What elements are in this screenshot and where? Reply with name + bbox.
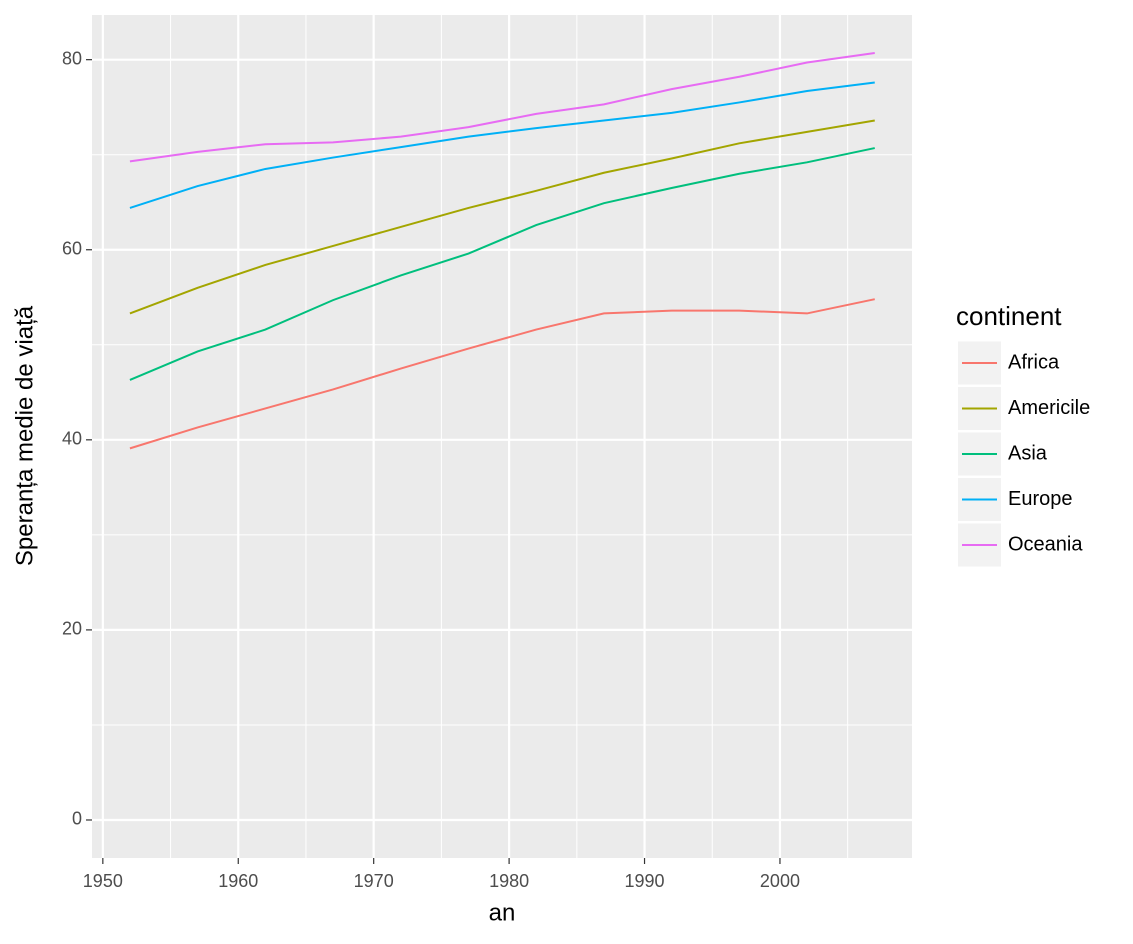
x-axis-title: an xyxy=(489,899,516,926)
x-tick-label: 2000 xyxy=(760,871,800,891)
legend-label: Americile xyxy=(1008,397,1090,419)
y-tick-label: 80 xyxy=(62,48,82,68)
x-tick-label: 1970 xyxy=(354,871,394,891)
line xyxy=(129,298,875,450)
x-tick-label: 1990 xyxy=(625,871,665,891)
y-tick-label: 20 xyxy=(62,619,82,639)
line xyxy=(129,147,875,381)
y-tick-label: 60 xyxy=(62,238,82,258)
x-tick-label: 1960 xyxy=(218,871,258,891)
legend-label: Asia xyxy=(1008,442,1048,464)
x-tick-label: 1980 xyxy=(489,871,529,891)
legend-label: Europe xyxy=(1008,488,1073,510)
line xyxy=(129,52,875,163)
line xyxy=(129,81,875,209)
legend-title: continent xyxy=(956,301,1062,331)
x-tick-label: 1950 xyxy=(83,871,123,891)
legend-label: Africa xyxy=(1008,351,1060,373)
y-tick-label: 40 xyxy=(62,429,82,449)
y-axis-title: Speranța medie de viață xyxy=(11,305,38,566)
y-tick-label: 0 xyxy=(72,809,82,829)
line xyxy=(129,119,875,315)
panel xyxy=(92,15,912,858)
legend-label: Oceania xyxy=(1008,533,1083,555)
